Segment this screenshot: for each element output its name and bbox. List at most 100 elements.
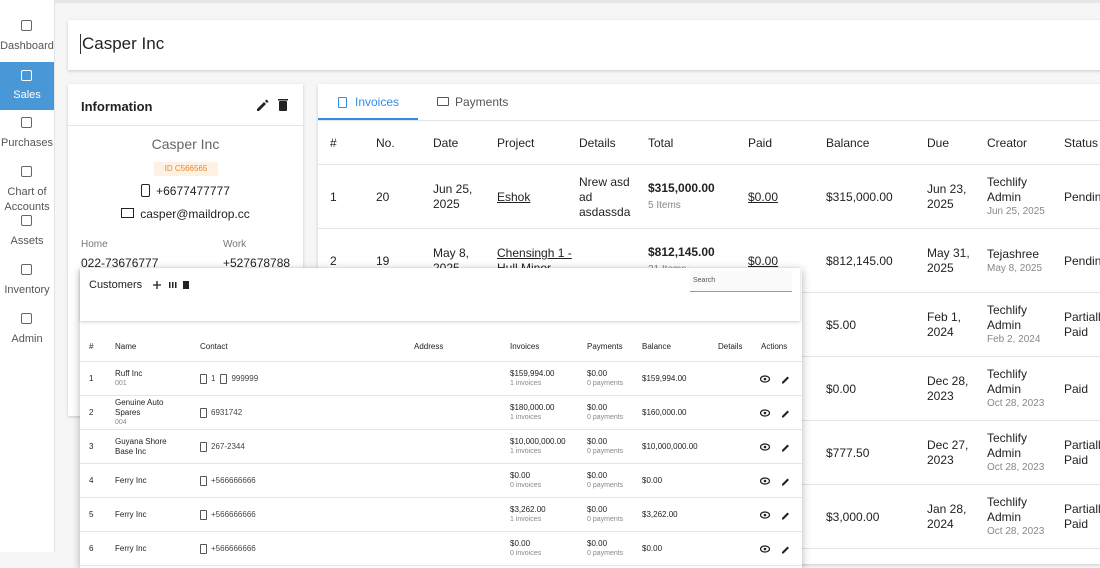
phone: 999999: [231, 373, 259, 383]
search-box[interactable]: Search: [690, 270, 792, 292]
num: 4: [89, 475, 94, 485]
balance: $777.50: [826, 445, 870, 460]
cell: 5: [89, 498, 109, 531]
column-header: Total: [648, 135, 674, 150]
payments: $0.00: [587, 505, 608, 514]
cell: $159,994.00 1 invoices: [510, 362, 585, 395]
cell-status: Pending: [1064, 230, 1100, 292]
search-placeholder: Search: [693, 277, 716, 284]
cell-creator: Techlify Admin Oct 28, 2023: [987, 358, 1057, 420]
paid[interactable]: $0.00: [748, 253, 779, 268]
sidebar-icon: [21, 264, 32, 275]
status: Pending: [1064, 253, 1100, 268]
cell: 6: [89, 532, 109, 565]
column-header: Paid: [748, 135, 773, 150]
paid[interactable]: $0.00: [748, 189, 779, 204]
phone-icon: [220, 373, 228, 384]
due: May 31, 2025: [927, 246, 970, 275]
cell: +566666666: [200, 498, 310, 531]
cell: Ruff Inc 001: [115, 362, 177, 395]
cell-creator: Techlify Admin Oct 28, 2023: [987, 422, 1057, 484]
sidebar-label: Purchases: [1, 137, 53, 149]
home-value: 022-73676777: [81, 256, 159, 270]
cell: 3: [89, 430, 109, 463]
column-header: Name: [115, 342, 137, 351]
total: $812,145.00: [648, 245, 715, 259]
row-line: [80, 565, 802, 566]
creator: Techlify Admin: [987, 175, 1028, 204]
row-actions[interactable]: [760, 442, 792, 452]
phone-icon: [200, 475, 207, 486]
sidebar: Dashboard Sales Purchases Chart of Accounts…: [0, 0, 55, 552]
cell: $0.00 0 payments: [587, 396, 625, 429]
project[interactable]: Eshok: [497, 189, 531, 204]
sidebar-item[interactable]: Sales: [0, 62, 54, 110]
cell: Genuine Auto Spares 004: [115, 396, 177, 429]
row-actions[interactable]: [760, 476, 792, 486]
sidebar-label: Dashboard: [0, 40, 54, 52]
cell-no: 20: [376, 166, 426, 228]
header-actions[interactable]: [153, 280, 193, 290]
cell: $3,262.00 1 invoices: [510, 498, 585, 531]
sidebar-icon: [21, 117, 32, 128]
code: 004: [115, 419, 127, 426]
sidebar-item[interactable]: Chart of Accounts: [0, 160, 54, 213]
column-header: Creator: [987, 135, 1028, 150]
tab-icon: [338, 97, 347, 108]
cell-balance: $812,145.00: [826, 230, 921, 292]
cell: $0.00: [642, 532, 717, 565]
info-actions[interactable]: [256, 98, 290, 112]
invoice-count: 0 invoices: [510, 550, 542, 557]
cell-num: 2: [330, 230, 370, 292]
sidebar-icon: [21, 313, 32, 324]
name: Guyana Shore Base Inc: [115, 436, 167, 456]
details: Nrew asd ad asdassda: [579, 174, 631, 219]
date: Jun 25, 2025: [433, 182, 473, 211]
column-header: Address: [414, 342, 444, 351]
column-header: Status: [1064, 135, 1099, 150]
sidebar-label: Admin: [11, 333, 43, 345]
phone: 6931742: [211, 407, 243, 417]
tab-divider: [318, 120, 1100, 121]
divider: [68, 125, 303, 126]
sidebar-label: Inventory: [4, 284, 50, 296]
phone-icon: [200, 373, 207, 384]
due: Dec 28, 2023: [927, 374, 969, 403]
row-actions[interactable]: [760, 374, 792, 384]
invoices: $0.00: [510, 539, 531, 548]
cell-status: Paid: [1064, 358, 1100, 420]
id-badge: ID C566565: [154, 162, 218, 176]
cell: +566666666: [200, 532, 310, 565]
header-line: [318, 164, 1100, 165]
payments: $0.00: [587, 471, 608, 480]
cell-balance: $777.50: [826, 422, 921, 484]
invoice-count: 1 invoices: [510, 414, 542, 421]
tab[interactable]: Invoices: [318, 84, 418, 120]
status: Pending: [1064, 189, 1100, 204]
row-actions[interactable]: [760, 510, 792, 520]
sidebar-label: Chart of Accounts: [4, 186, 50, 213]
sidebar-item[interactable]: Dashboard: [0, 14, 54, 62]
sidebar-item[interactable]: Assets: [0, 209, 54, 257]
row-actions[interactable]: [760, 408, 792, 418]
cell: $180,000.00 1 invoices: [510, 396, 585, 429]
cell-details: Nrew asd ad asdassda: [579, 166, 631, 228]
tab-label: Invoices: [355, 95, 400, 109]
creator: Techlify Admin: [987, 431, 1028, 460]
cell-due: Dec 28, 2023: [927, 358, 979, 420]
header-title[interactable]: Casper Inc: [80, 34, 165, 54]
invoices: $0.00: [510, 471, 531, 480]
cell: $0.00 0 payments: [587, 430, 625, 463]
row-line: [80, 395, 802, 396]
sidebar-item[interactable]: Purchases: [0, 111, 54, 159]
sidebar-icon: [21, 166, 32, 177]
payment-count: 0 payments: [587, 448, 624, 455]
tab[interactable]: Payments: [418, 84, 518, 120]
sidebar-item[interactable]: Admin: [0, 307, 54, 355]
sidebar-item[interactable]: Inventory: [0, 258, 54, 306]
row-actions[interactable]: [760, 544, 792, 554]
cell: $0.00 0 invoices: [510, 532, 585, 565]
num: 1: [330, 189, 337, 204]
cell-due: Feb 1, 2024: [927, 294, 979, 356]
